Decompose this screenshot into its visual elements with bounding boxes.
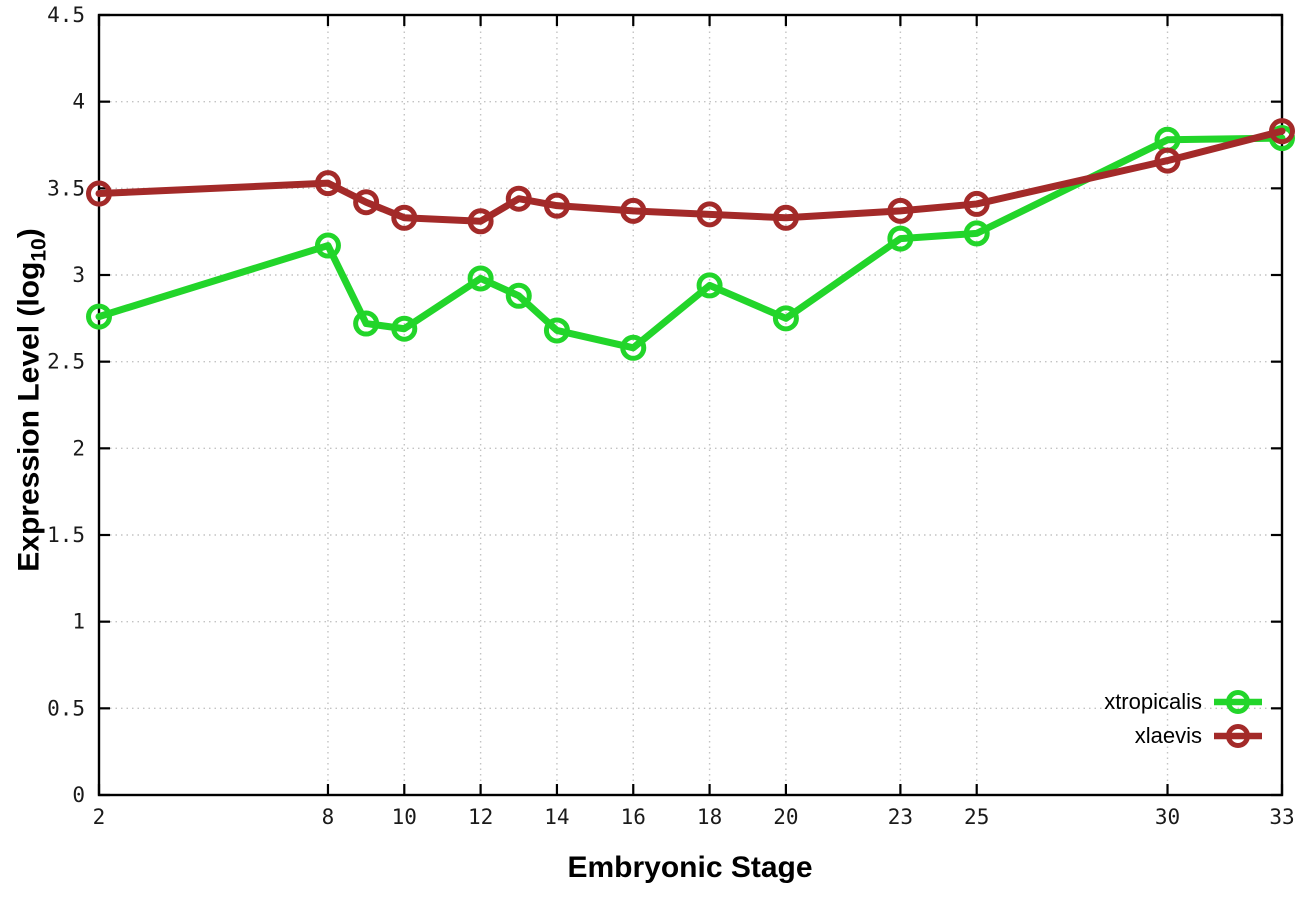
svg-text:23: 23 [888, 805, 913, 829]
data-point-xlaevis-stage-9 [353, 189, 380, 216]
y-tick-labels: 0 0.5 1 1.5 2 2.5 3 3.5 4 4.5 [47, 3, 85, 807]
legend: xtropicalis xlaevis [1104, 686, 1264, 751]
data-point-xtropicalis-stage-8 [314, 232, 341, 259]
data-point-xlaevis-stage-16 [620, 197, 647, 224]
x-axis-title: Embryonic Stage [567, 851, 813, 884]
svg-text:1: 1 [72, 610, 85, 634]
svg-text:33: 33 [1269, 805, 1294, 829]
svg-text:8: 8 [322, 805, 335, 829]
data-point-xlaevis-stage-20 [772, 204, 799, 231]
x-tick-labels: 2 8 10 12 14 16 18 20 23 25 30 33 [93, 805, 1295, 829]
data-point-xtropicalis-stage-25 [963, 220, 990, 247]
data-point-xlaevis-stage-14 [543, 192, 570, 219]
data-point-xlaevis-stage-10 [391, 204, 418, 231]
svg-text:4.5: 4.5 [47, 3, 85, 27]
legend-item-xtropicalis: xtropicalis [1104, 686, 1264, 717]
data-point-xlaevis-stage-18 [696, 201, 723, 228]
data-point-xlaevis-stage-23 [887, 197, 914, 224]
data-point-xtropicalis-stage-14 [543, 317, 570, 344]
svg-text:12: 12 [468, 805, 493, 829]
legend-label-xlaevis: xlaevis [1134, 722, 1202, 748]
svg-text:4: 4 [72, 90, 85, 114]
svg-text:2: 2 [72, 436, 85, 460]
series-xlaevis [86, 118, 1295, 235]
data-point-xtropicalis-stage-20 [772, 305, 799, 332]
data-point-xtropicalis-stage-12 [467, 265, 494, 292]
plot-border [97, 13, 1284, 797]
data-point-xtropicalis-stage-10 [391, 315, 418, 342]
y-axis-title-close: ) [12, 228, 46, 239]
legend-marker-xlaevis-icon [1214, 723, 1262, 748]
svg-text:2: 2 [93, 805, 106, 829]
data-point-xlaevis-stage-30 [1154, 147, 1181, 174]
svg-text:3: 3 [72, 263, 85, 287]
svg-text:0.5: 0.5 [47, 696, 85, 720]
svg-text:2.5: 2.5 [47, 350, 85, 374]
data-point-xtropicalis-stage-13 [505, 282, 532, 309]
data-point-xlaevis-stage-13 [505, 185, 532, 212]
data-point-xlaevis-stage-12 [467, 208, 494, 235]
legend-label-xtropicalis: xtropicalis [1104, 688, 1202, 714]
data-point-xtropicalis-stage-18 [696, 272, 723, 299]
svg-text:16: 16 [621, 805, 646, 829]
svg-text:1.5: 1.5 [47, 523, 85, 547]
series-line-xlaevis [95, 127, 1286, 225]
tick-marks [97, 13, 1284, 797]
data-point-xlaevis-stage-2 [86, 180, 112, 207]
data-point-xtropicalis-stage-2 [86, 303, 112, 330]
series-xtropicalis [86, 125, 1295, 361]
svg-text:10: 10 [392, 805, 417, 829]
data-point-xlaevis-stage-25 [963, 190, 990, 217]
svg-text:18: 18 [697, 805, 722, 829]
data-point-xtropicalis-stage-16 [620, 334, 647, 361]
data-point-xtropicalis-stage-9 [353, 310, 380, 337]
svg-text:0: 0 [72, 783, 85, 807]
svg-text:14: 14 [544, 805, 569, 829]
y-axis-title-subscript: 10 [27, 238, 51, 262]
data-point-xlaevis-stage-33 [1269, 118, 1295, 145]
y-axis-title: Expression Level (log10) [13, 228, 52, 571]
series-line-xtropicalis [95, 134, 1286, 352]
svg-text:30: 30 [1155, 805, 1180, 829]
legend-marker-xtropicalis-icon [1214, 689, 1262, 714]
legend-item-xlaevis: xlaevis [1104, 720, 1264, 751]
data-point-xtropicalis-stage-23 [887, 225, 914, 252]
svg-text:25: 25 [964, 805, 989, 829]
y-axis-title-text: Expression Level (log [12, 261, 46, 572]
data-point-xlaevis-stage-8 [314, 170, 341, 197]
svg-text:20: 20 [773, 805, 798, 829]
gridlines [99, 15, 1282, 795]
svg-text:3.5: 3.5 [47, 176, 85, 200]
